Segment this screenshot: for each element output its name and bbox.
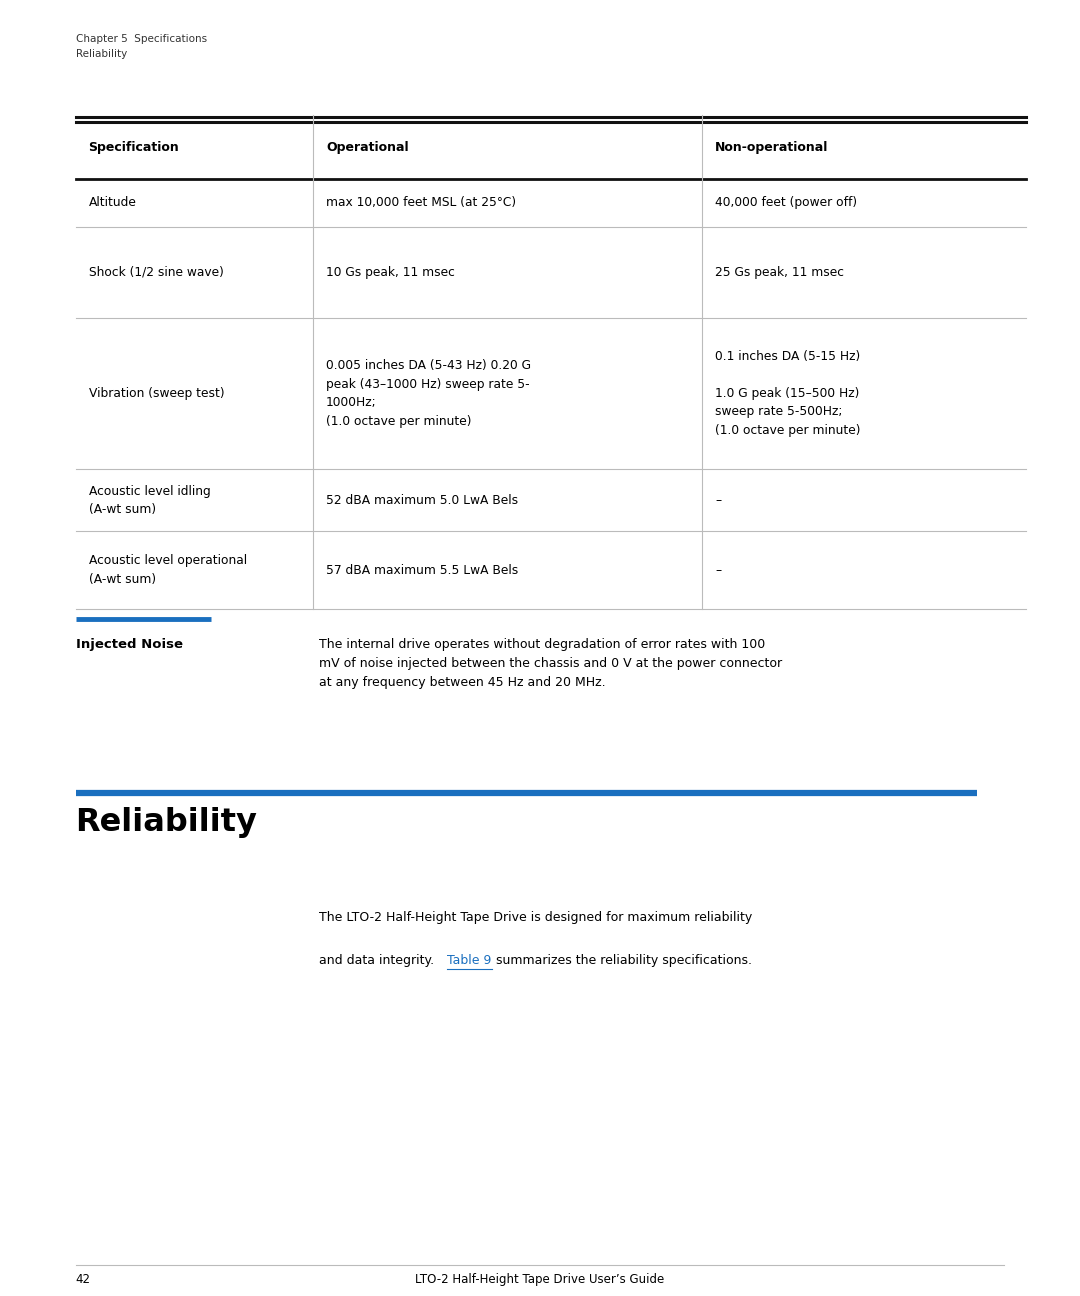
Text: –: –: [715, 564, 721, 577]
Text: The internal drive operates without degradation of error rates with 100
mV of no: The internal drive operates without degr…: [319, 638, 782, 688]
Text: Vibration (sweep test): Vibration (sweep test): [89, 386, 225, 400]
Text: LTO-2 Half-Height Tape Drive User’s Guide: LTO-2 Half-Height Tape Drive User’s Guid…: [416, 1273, 664, 1286]
Text: 40,000 feet (power off): 40,000 feet (power off): [715, 196, 858, 210]
Text: Altitude: Altitude: [89, 196, 136, 210]
Text: Acoustic level operational
(A-wt sum): Acoustic level operational (A-wt sum): [89, 555, 246, 586]
Text: 25 Gs peak, 11 msec: 25 Gs peak, 11 msec: [715, 266, 843, 279]
Text: max 10,000 feet MSL (at 25°C): max 10,000 feet MSL (at 25°C): [326, 196, 516, 210]
Text: Chapter 5  Specifications: Chapter 5 Specifications: [76, 34, 206, 44]
Text: Non-operational: Non-operational: [715, 140, 828, 154]
Text: Shock (1/2 sine wave): Shock (1/2 sine wave): [89, 266, 224, 279]
Text: Injected Noise: Injected Noise: [76, 638, 183, 651]
Text: Acoustic level idling
(A-wt sum): Acoustic level idling (A-wt sum): [89, 485, 211, 516]
Text: Operational: Operational: [326, 140, 409, 154]
Text: –: –: [715, 494, 721, 507]
Text: Specification: Specification: [89, 140, 179, 154]
Text: 42: 42: [76, 1273, 91, 1286]
Text: Reliability: Reliability: [76, 49, 126, 60]
Text: Reliability: Reliability: [76, 807, 257, 839]
Text: 57 dBA maximum 5.5 LwA Bels: 57 dBA maximum 5.5 LwA Bels: [326, 564, 518, 577]
Text: 0.005 inches DA (5-43 Hz) 0.20 G
peak (43–1000 Hz) sweep rate 5-
1000Hz;
(1.0 oc: 0.005 inches DA (5-43 Hz) 0.20 G peak (4…: [326, 359, 531, 428]
Text: 0.1 inches DA (5-15 Hz)

1.0 G peak (15–500 Hz)
sweep rate 5-500Hz;
(1.0 octave : 0.1 inches DA (5-15 Hz) 1.0 G peak (15–5…: [715, 350, 861, 437]
Text: Table 9: Table 9: [447, 954, 491, 967]
Text: The LTO-2 Half-Height Tape Drive is designed for maximum reliability: The LTO-2 Half-Height Tape Drive is desi…: [319, 911, 752, 924]
Text: 52 dBA maximum 5.0 LwA Bels: 52 dBA maximum 5.0 LwA Bels: [326, 494, 518, 507]
Text: summarizes the reliability specifications.: summarizes the reliability specification…: [492, 954, 752, 967]
Text: 10 Gs peak, 11 msec: 10 Gs peak, 11 msec: [326, 266, 455, 279]
Text: and data integrity.: and data integrity.: [319, 954, 437, 967]
